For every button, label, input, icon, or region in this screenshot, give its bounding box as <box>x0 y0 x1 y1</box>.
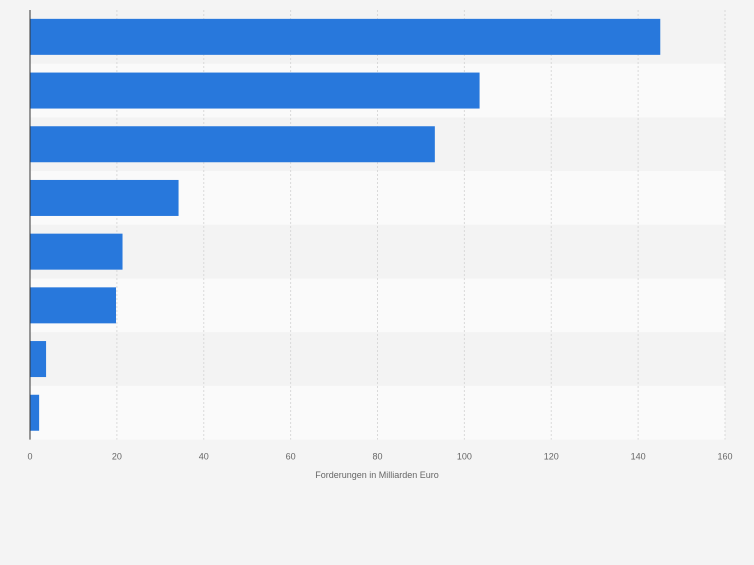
bar[interactable] <box>30 287 117 324</box>
x-tick-labels: 0 20 40 60 80 100 120 140 160 <box>27 452 732 462</box>
bar[interactable] <box>30 18 661 55</box>
bar[interactable] <box>30 72 480 109</box>
x-tick-label: 140 <box>631 452 646 462</box>
x-tick-label: 40 <box>199 452 209 462</box>
bars <box>30 18 661 431</box>
bar[interactable] <box>30 394 40 431</box>
x-tick-label: 80 <box>372 452 382 462</box>
bar[interactable] <box>30 126 435 163</box>
x-tick-label: 0 <box>27 452 32 462</box>
x-tick-label: 120 <box>544 452 559 462</box>
x-tick-label: 100 <box>457 452 472 462</box>
gridlines <box>116 10 726 440</box>
x-axis-label: Forderungen in Milliarden Euro <box>315 470 439 480</box>
x-tick-label: 20 <box>112 452 122 462</box>
bar[interactable] <box>30 341 47 378</box>
bar[interactable] <box>30 233 123 270</box>
x-tick-label: 160 <box>717 452 732 462</box>
bar[interactable] <box>30 179 179 216</box>
x-tick-label: 60 <box>286 452 296 462</box>
